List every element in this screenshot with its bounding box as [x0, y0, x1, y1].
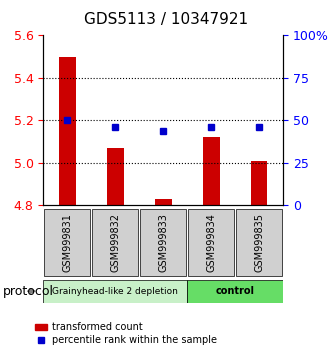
Text: GSM999834: GSM999834: [206, 213, 216, 272]
FancyBboxPatch shape: [44, 209, 90, 276]
Bar: [155, 199, 171, 205]
Legend: transformed count, percentile rank within the sample: transformed count, percentile rank withi…: [32, 319, 221, 349]
Text: GDS5113 / 10347921: GDS5113 / 10347921: [85, 12, 248, 27]
FancyBboxPatch shape: [43, 280, 187, 303]
FancyBboxPatch shape: [92, 209, 138, 276]
FancyBboxPatch shape: [236, 209, 282, 276]
Text: Grainyhead-like 2 depletion: Grainyhead-like 2 depletion: [52, 287, 178, 296]
Text: GSM999833: GSM999833: [158, 213, 168, 272]
FancyBboxPatch shape: [140, 209, 186, 276]
Bar: [59, 57, 76, 205]
Bar: [203, 137, 219, 205]
Text: protocol: protocol: [3, 285, 54, 298]
FancyBboxPatch shape: [187, 280, 283, 303]
Bar: [251, 161, 267, 205]
Text: GSM999831: GSM999831: [62, 213, 72, 272]
Text: GSM999835: GSM999835: [254, 213, 264, 272]
Text: GSM999832: GSM999832: [110, 213, 120, 272]
Text: control: control: [215, 286, 255, 296]
FancyBboxPatch shape: [188, 209, 234, 276]
Bar: [107, 148, 124, 205]
